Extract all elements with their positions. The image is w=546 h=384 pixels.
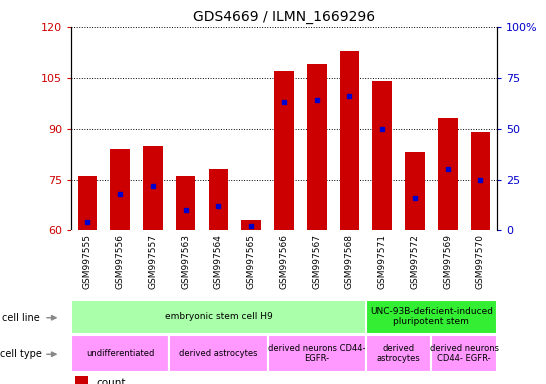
Text: count: count [97, 378, 126, 384]
Bar [110, 149, 130, 230]
Bar [71, 300, 366, 334]
Text: GSM997555: GSM997555 [83, 234, 92, 289]
Text: GSM997567: GSM997567 [312, 234, 321, 289]
Text: GSM997556: GSM997556 [116, 234, 124, 289]
Bar [75, 376, 88, 384]
Bar [340, 51, 359, 230]
Bar [176, 176, 195, 230]
Bar [268, 335, 366, 372]
Bar [169, 335, 268, 372]
Bar [438, 118, 458, 230]
Text: derived astrocytes: derived astrocytes [179, 349, 258, 358]
Bar [307, 64, 327, 230]
Bar [471, 132, 490, 230]
Text: GSM997570: GSM997570 [476, 234, 485, 289]
Bar [372, 81, 392, 230]
Text: GSM997572: GSM997572 [411, 234, 419, 289]
Text: GSM997557: GSM997557 [149, 234, 157, 289]
Text: UNC-93B-deficient-induced
pluripotent stem: UNC-93B-deficient-induced pluripotent st… [370, 307, 493, 326]
Bar [431, 335, 497, 372]
Text: cell type: cell type [1, 349, 42, 359]
Bar [366, 300, 497, 334]
Text: cell line: cell line [2, 313, 40, 323]
Bar [366, 335, 431, 372]
Bar [274, 71, 294, 230]
Title: GDS4669 / ILMN_1669296: GDS4669 / ILMN_1669296 [193, 10, 375, 25]
Text: GSM997565: GSM997565 [247, 234, 256, 289]
Text: derived neurons
CD44- EGFR-: derived neurons CD44- EGFR- [430, 344, 498, 363]
Bar [143, 146, 163, 230]
Bar [405, 152, 425, 230]
Text: GSM997568: GSM997568 [345, 234, 354, 289]
Bar [78, 176, 97, 230]
Text: derived neurons CD44-
EGFR-: derived neurons CD44- EGFR- [268, 344, 365, 363]
Text: embryonic stem cell H9: embryonic stem cell H9 [164, 312, 272, 321]
Text: GSM997566: GSM997566 [280, 234, 288, 289]
Bar [71, 335, 169, 372]
Text: derived
astrocytes: derived astrocytes [377, 344, 420, 363]
Text: undifferentiated: undifferentiated [86, 349, 155, 358]
Bar [209, 169, 228, 230]
Text: GSM997569: GSM997569 [443, 234, 452, 289]
Bar [241, 220, 261, 230]
Text: GSM997563: GSM997563 [181, 234, 190, 289]
Text: GSM997571: GSM997571 [378, 234, 387, 289]
Text: GSM997564: GSM997564 [214, 234, 223, 289]
